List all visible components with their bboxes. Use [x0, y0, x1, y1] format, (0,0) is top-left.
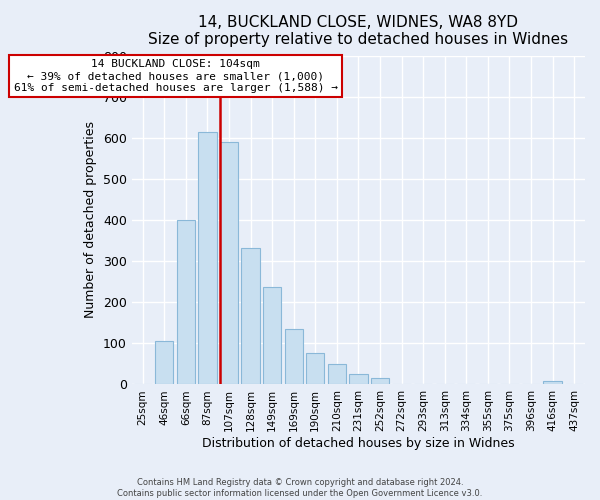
Bar: [306, 353, 325, 384]
Bar: [371, 378, 389, 384]
Bar: [198, 132, 217, 384]
Title: 14, BUCKLAND CLOSE, WIDNES, WA8 8YD
Size of property relative to detached houses: 14, BUCKLAND CLOSE, WIDNES, WA8 8YD Size…: [148, 15, 569, 48]
Y-axis label: Number of detached properties: Number of detached properties: [85, 122, 97, 318]
Bar: [241, 248, 260, 384]
X-axis label: Distribution of detached houses by size in Widnes: Distribution of detached houses by size …: [202, 437, 515, 450]
Bar: [544, 381, 562, 384]
Bar: [349, 374, 368, 384]
Bar: [284, 328, 303, 384]
Bar: [155, 342, 173, 384]
Bar: [176, 220, 195, 384]
Bar: [263, 287, 281, 384]
Bar: [328, 364, 346, 384]
Text: Contains HM Land Registry data © Crown copyright and database right 2024.
Contai: Contains HM Land Registry data © Crown c…: [118, 478, 482, 498]
Bar: [220, 142, 238, 384]
Text: 14 BUCKLAND CLOSE: 104sqm
← 39% of detached houses are smaller (1,000)
61% of se: 14 BUCKLAND CLOSE: 104sqm ← 39% of detac…: [14, 60, 338, 92]
